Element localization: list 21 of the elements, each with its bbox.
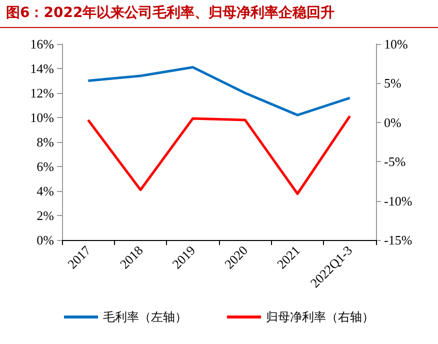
legend-label: 毛利率（左轴） [103, 310, 187, 324]
y2-tick-label: -15% [384, 232, 412, 248]
y2-tick-label: -10% [384, 193, 412, 208]
y2-tick-label: 0% [384, 114, 402, 130]
line-series [86, 66, 352, 116]
y-tick-label: 4% [36, 184, 54, 198]
y-tick-label: 2% [36, 208, 54, 223]
x-tick-label: 2021 [274, 242, 303, 272]
y-tick-label: 12% [30, 86, 54, 100]
y-tick-label: 0% [36, 232, 54, 248]
y-tick-label: 10% [30, 110, 54, 125]
legend-label: 归母净利率（右轴） [266, 310, 374, 324]
y2-tick-label: 5% [384, 76, 402, 91]
y-tick-label: 8% [36, 134, 54, 150]
y-tick-label: 16% [30, 36, 54, 52]
y-tick-label: 6% [36, 159, 54, 174]
y2-tick-label: -5% [384, 154, 406, 170]
y-tick-label: 14% [30, 61, 54, 76]
y2-tick-label: 10% [384, 36, 408, 52]
line-series [86, 114, 352, 195]
chart-title: 图6：2022年以来公司毛利率、归母净利率企稳回升 [6, 4, 335, 22]
